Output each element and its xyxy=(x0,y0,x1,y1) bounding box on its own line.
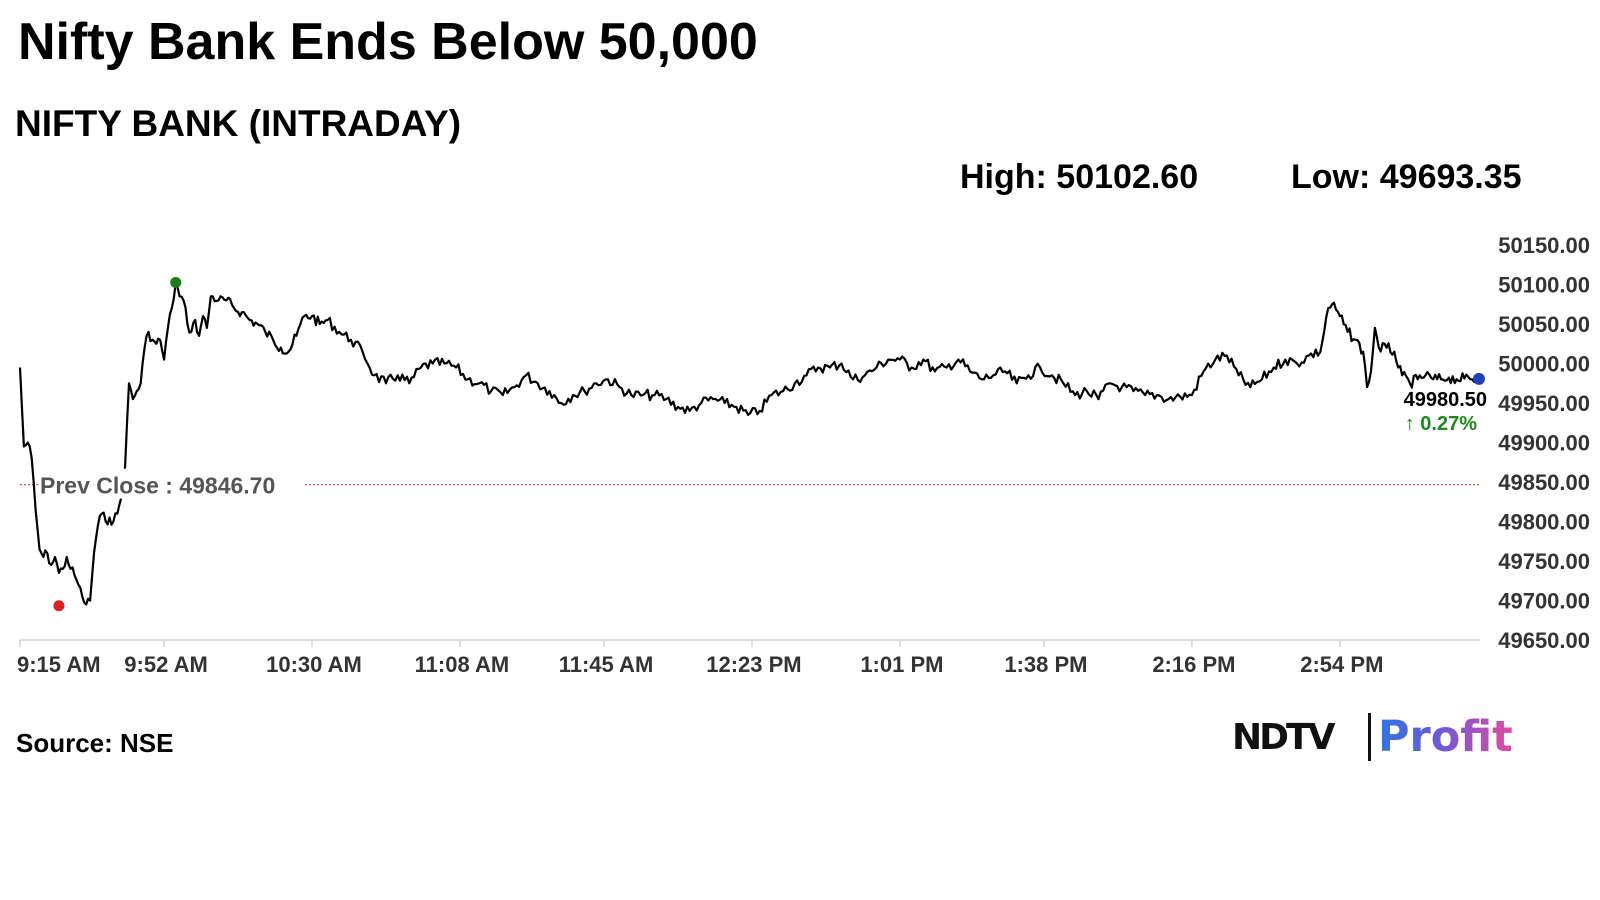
brand-ndtv: NDTV xyxy=(1232,717,1335,758)
x-axis-tick-label: 11:45 AM xyxy=(559,652,654,677)
x-axis-tick-label: 1:01 PM xyxy=(860,652,943,677)
low-point-marker xyxy=(53,600,65,612)
price-series-line xyxy=(18,281,1481,606)
day-high-label: High: 50102.60 xyxy=(960,158,1199,196)
y-axis-tick-label: 50000.00 xyxy=(1498,352,1590,377)
percent-change-label: ↑ 0.27% xyxy=(1405,413,1477,435)
y-axis-tick-label: 50050.00 xyxy=(1498,312,1590,337)
y-axis-tick-label: 49700.00 xyxy=(1498,589,1590,614)
day-low-label: Low: 49693.35 xyxy=(1291,158,1522,196)
x-axis-tick-label: 9:52 AM xyxy=(124,652,208,677)
y-axis-tick-label: 50100.00 xyxy=(1498,273,1590,298)
headline: Nifty Bank Ends Below 50,000 xyxy=(18,13,758,71)
y-axis-tick-label: 49750.00 xyxy=(1498,549,1590,574)
last-value-label: 49980.50 xyxy=(1404,389,1487,411)
y-axis-tick-label: 49850.00 xyxy=(1498,470,1590,495)
y-axis-tick-label: 49650.00 xyxy=(1498,628,1590,653)
x-axis-tick-label: 1:38 PM xyxy=(1004,652,1087,677)
x-axis-tick-label: 9:15 AM xyxy=(17,652,101,677)
x-axis-tick-label: 2:16 PM xyxy=(1152,652,1235,677)
y-axis-tick-label: 49900.00 xyxy=(1498,431,1590,456)
x-axis-tick-label: 10:30 AM xyxy=(266,652,362,677)
x-axis-tick-label: 12:23 PM xyxy=(706,652,801,677)
brand-separator xyxy=(1368,713,1371,761)
prev-close-label-bg xyxy=(38,468,300,499)
y-axis-tick-label: 49950.00 xyxy=(1498,391,1590,416)
y-axis-tick-label: 49800.00 xyxy=(1498,510,1590,535)
x-axis-tick-label: 2:54 PM xyxy=(1300,652,1383,677)
prev-close-label: Prev Close : 49846.70 xyxy=(40,473,275,499)
high-point-marker xyxy=(170,276,182,288)
chart-subtitle: NIFTY BANK (INTRADAY) xyxy=(15,103,462,144)
y-axis-tick-label: 50150.00 xyxy=(1498,233,1590,258)
x-axis-tick-label: 11:08 AM xyxy=(415,652,510,677)
brand-profit: Profit xyxy=(1378,712,1513,762)
last-point-marker xyxy=(1473,372,1485,385)
source-note: Source: NSE xyxy=(16,728,174,758)
